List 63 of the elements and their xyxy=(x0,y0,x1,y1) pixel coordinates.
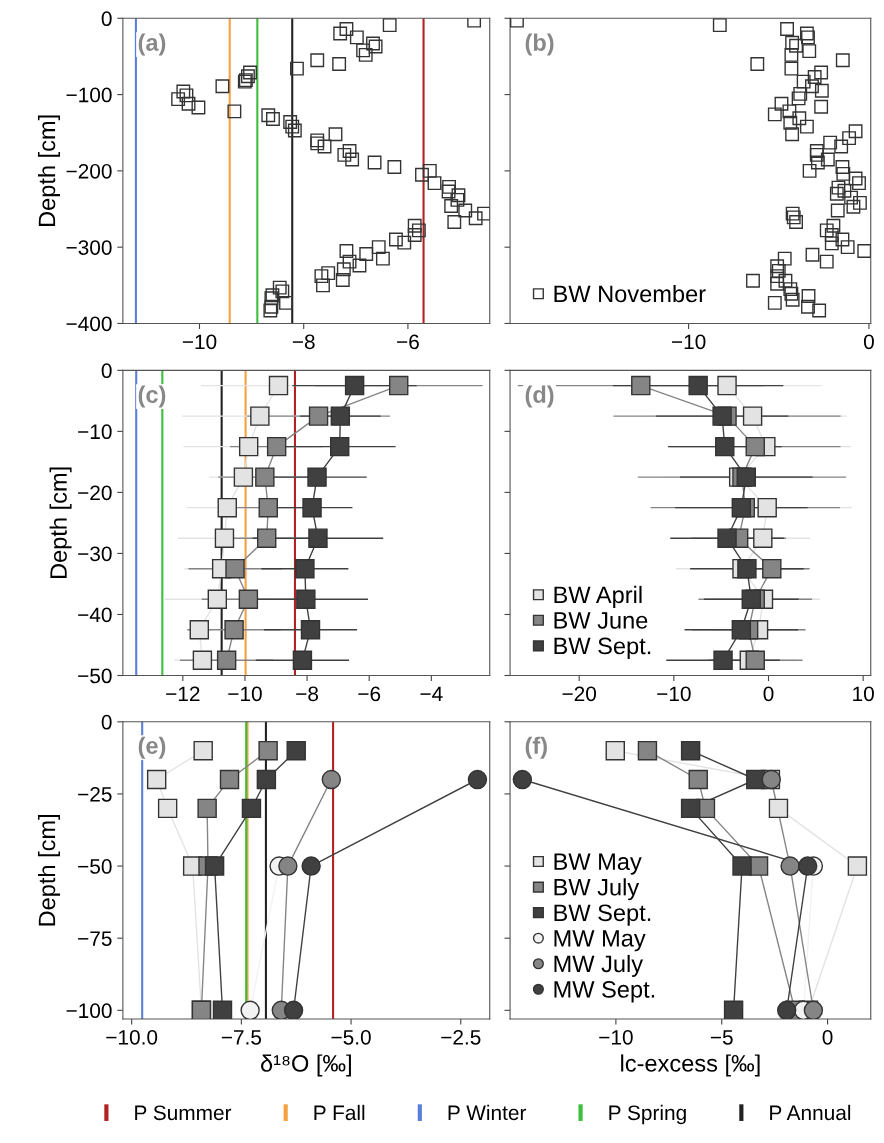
x-tick-label: 10 xyxy=(853,686,874,702)
y-axis-title: Depth [cm] xyxy=(49,467,72,579)
x-tick-label: −6 xyxy=(397,334,419,350)
x-tick-label: 0 xyxy=(763,686,774,702)
annotation: (f) xyxy=(525,736,547,759)
x-tick-label: 0 xyxy=(863,334,874,350)
y-tick-label: −100 xyxy=(66,87,112,103)
legend-label: BW July xyxy=(554,878,640,901)
legend-label: P Annual xyxy=(770,1104,851,1121)
legend-label: BW Sept. xyxy=(554,904,651,926)
legend-label: BW Sept. xyxy=(554,637,651,659)
y-tick-label: −40 xyxy=(78,607,112,623)
y-tick-label: −25 xyxy=(78,786,112,802)
y-tick-label: −200 xyxy=(66,163,112,179)
y-tick-label: −10 xyxy=(78,424,112,440)
x-tick-label: −10 xyxy=(671,334,706,350)
annotation: (e) xyxy=(138,736,166,759)
x-tick-label: −6 xyxy=(358,686,381,702)
x-axis-title: lc-excess [‰] xyxy=(621,1054,760,1077)
y-tick-label: 0 xyxy=(101,714,112,730)
legend-label: P Fall xyxy=(314,1104,365,1121)
legend-label: P Winter xyxy=(448,1104,527,1121)
y-axis-title: Depth [cm] xyxy=(37,814,60,926)
annotation: (a) xyxy=(138,33,166,56)
y-tick-label: −30 xyxy=(78,546,112,562)
legend-label: BW May xyxy=(554,853,642,875)
x-tick-label: −10 xyxy=(599,1029,633,1045)
legend-label: BW November xyxy=(554,284,706,303)
x-tick-label: −4 xyxy=(420,686,443,702)
y-tick-label: 0 xyxy=(101,363,112,379)
y-tick-label: −400 xyxy=(66,316,112,332)
x-tick-label: −10 xyxy=(182,334,217,350)
y-tick-label: −20 xyxy=(78,485,112,501)
y-tick-label: −75 xyxy=(78,931,112,946)
legend-label: MW May xyxy=(554,930,646,952)
annotation: (b) xyxy=(525,33,554,56)
x-tick-label: −20 xyxy=(562,686,597,702)
x-tick-label: −10.0 xyxy=(106,1029,158,1045)
x-tick-label: −10 xyxy=(657,686,691,702)
legend-label: MW July xyxy=(554,954,644,977)
legend-label: P Spring xyxy=(609,1104,686,1125)
y-axis-title: Depth [cm] xyxy=(37,115,60,227)
y-tick-label: −300 xyxy=(66,240,112,255)
x-tick-label: −10 xyxy=(228,686,262,702)
annotation: (c) xyxy=(138,385,166,408)
y-tick-label: −100 xyxy=(66,1003,112,1019)
x-axis-title: δ¹⁸O [‰] xyxy=(260,1054,351,1077)
legend-label: P Summer xyxy=(135,1105,232,1121)
legend-label: BW June xyxy=(554,612,648,629)
x-tick-label: −2.5 xyxy=(441,1029,481,1045)
annotation: (d) xyxy=(525,385,554,408)
x-tick-label: 0 xyxy=(822,1029,833,1045)
x-tick-label: −8 xyxy=(296,686,319,702)
x-tick-label: −8 xyxy=(292,334,315,350)
x-tick-label: −5 xyxy=(710,1030,733,1045)
y-tick-label: −50 xyxy=(78,668,112,684)
y-tick-label: 0 xyxy=(101,11,112,27)
legend-label: BW April xyxy=(554,585,642,608)
x-tick-label: −7.5 xyxy=(221,1030,262,1045)
x-tick-label: −5.0 xyxy=(331,1029,371,1045)
x-tick-label: −12 xyxy=(166,686,200,702)
y-tick-label: −50 xyxy=(78,859,112,874)
legend-label: MW Sept. xyxy=(554,981,655,1003)
